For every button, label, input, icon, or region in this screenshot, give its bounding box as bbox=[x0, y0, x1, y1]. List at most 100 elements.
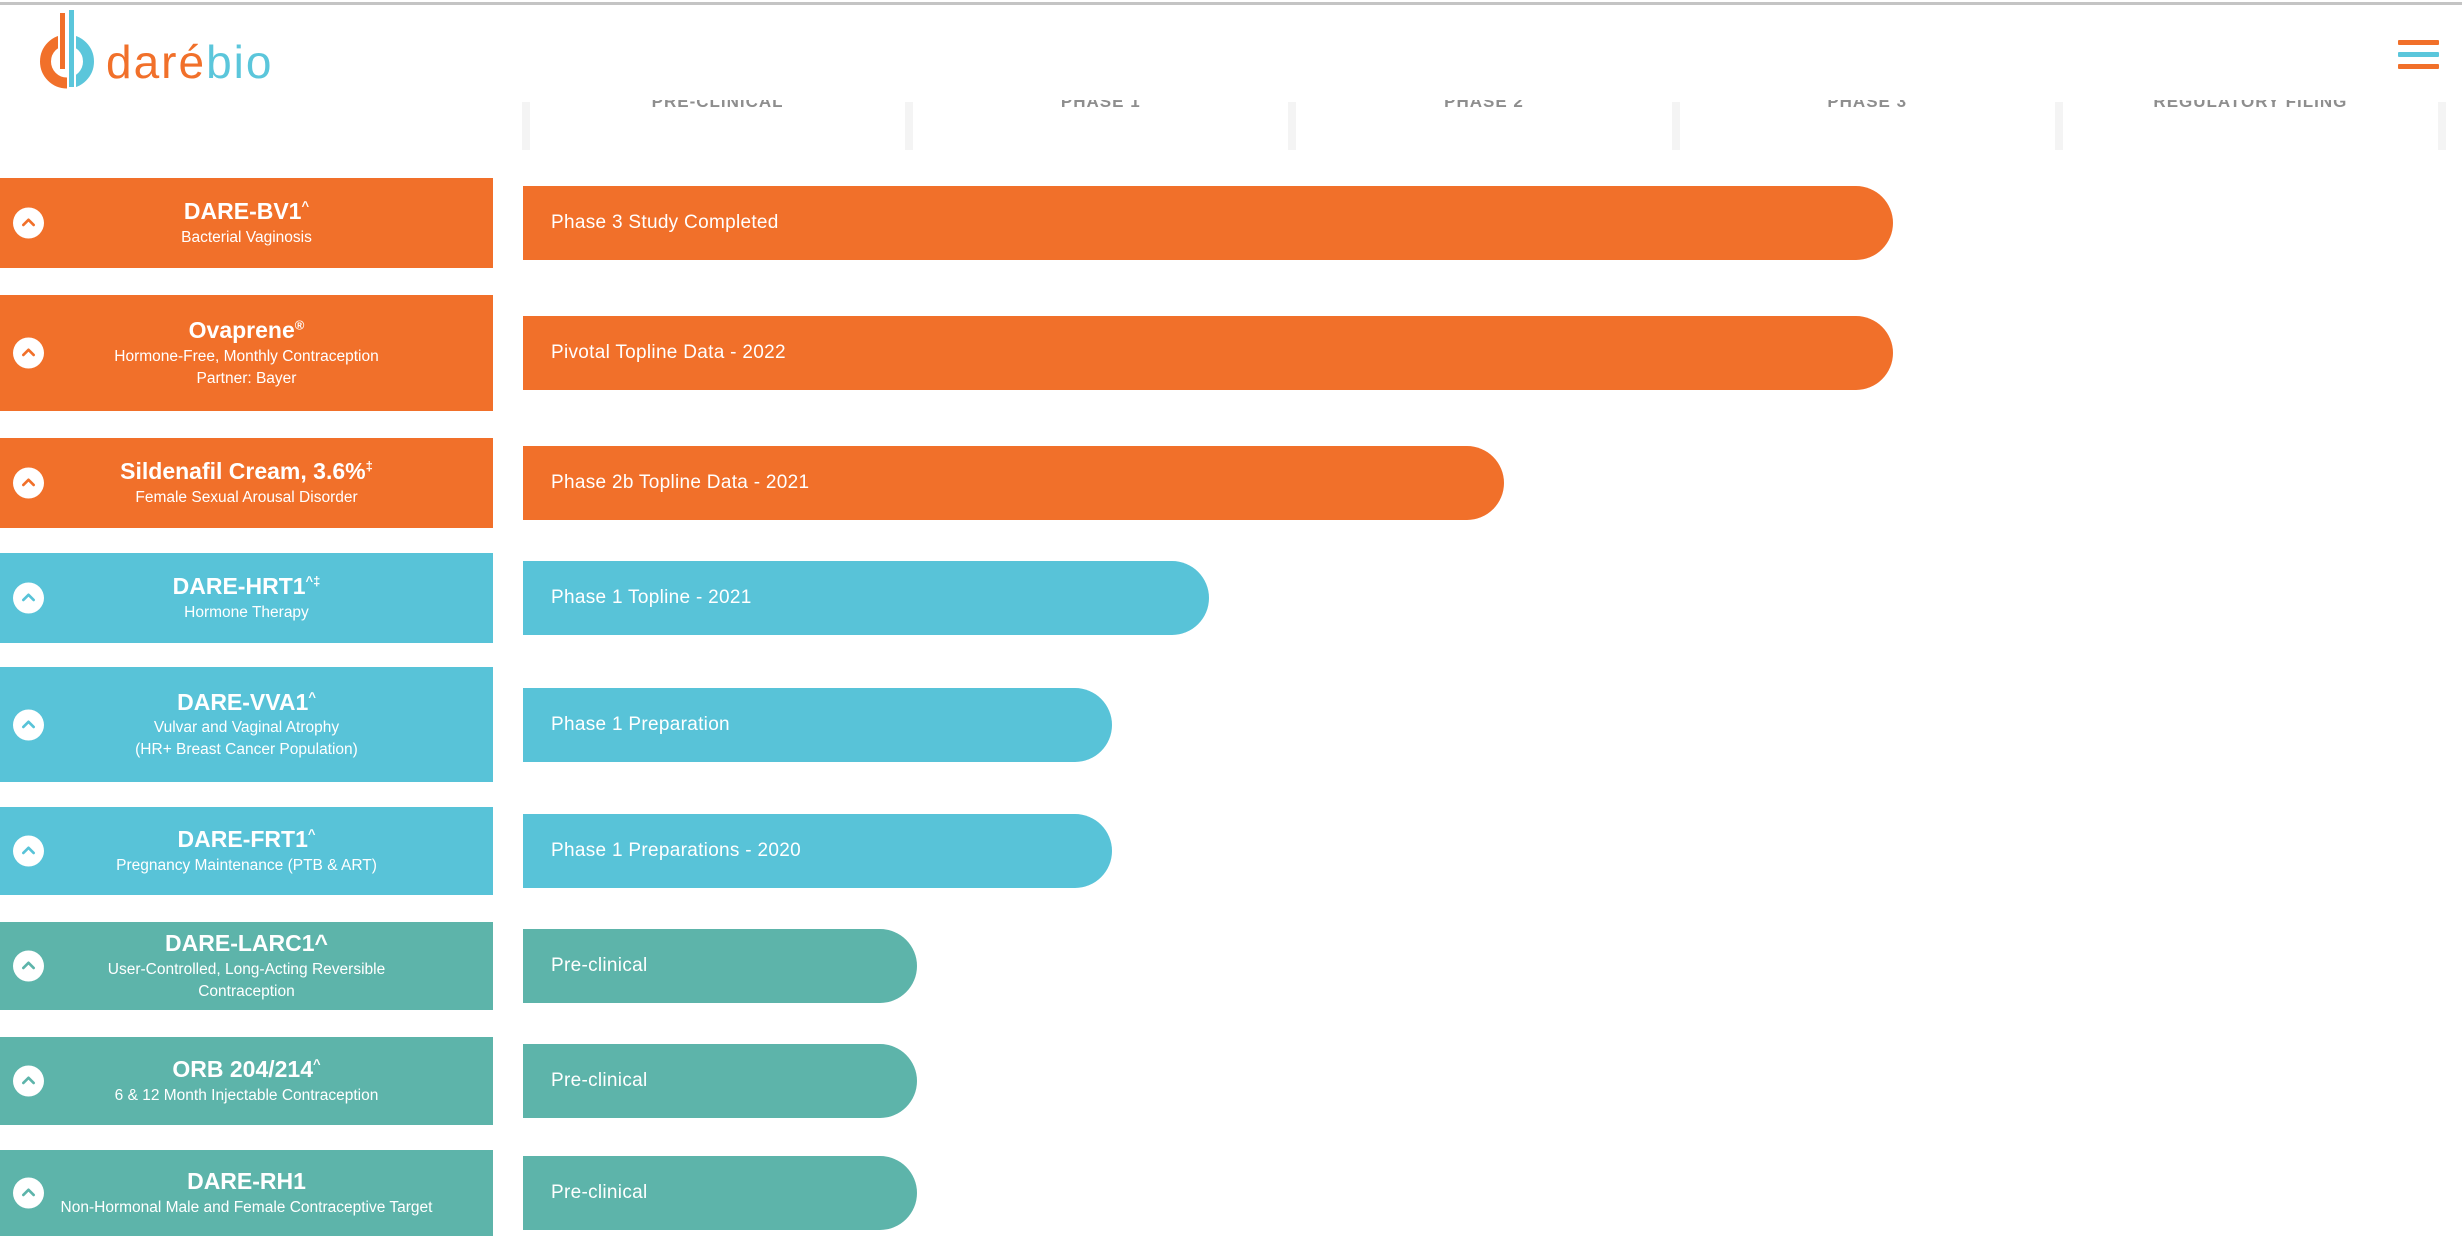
status-label: Pivotal Topline Data - 2022 bbox=[551, 342, 786, 363]
pipeline-row: DARE-HRT1^‡ Hormone Therapy Phase 1 Topl… bbox=[0, 553, 2462, 643]
column-divider bbox=[1288, 102, 1297, 150]
collapse-chevron-button[interactable] bbox=[13, 207, 44, 239]
program-panel[interactable]: DARE-LARC1^ User-Controlled, Long-Acting… bbox=[0, 922, 493, 1010]
program-text: DARE-RH1 Non-Hormonal Male and Female Co… bbox=[0, 1167, 493, 1219]
collapse-chevron-button[interactable] bbox=[13, 582, 44, 614]
status-bar: Phase 3 Study Completed bbox=[523, 186, 1893, 260]
status-label: Phase 1 Preparations - 2020 bbox=[551, 840, 801, 861]
program-panel[interactable]: Ovaprene® Hormone-Free, Monthly Contrace… bbox=[0, 295, 493, 411]
pipeline-row: DARE-VVA1^ Vulvar and Vaginal Atrophy (HR… bbox=[0, 667, 2462, 782]
program-subtitle: Bacterial Vaginosis bbox=[181, 228, 312, 246]
program-subtitle: Female Sexual Arousal Disorder bbox=[135, 488, 358, 506]
column-divider bbox=[905, 102, 914, 150]
collapse-chevron-button[interactable] bbox=[13, 337, 44, 369]
darebio-logo-icon bbox=[40, 9, 94, 91]
status-label: Pre-clinical bbox=[551, 1070, 648, 1091]
darebio-logo-wordmark: darébio bbox=[106, 36, 274, 88]
status-label: Phase 1 Topline - 2021 bbox=[551, 587, 752, 608]
status-bar: Phase 1 Preparations - 2020 bbox=[523, 814, 1112, 888]
collapse-chevron-button[interactable] bbox=[13, 950, 44, 982]
pipeline-row: DARE-LARC1^ User-Controlled, Long-Acting… bbox=[0, 922, 2462, 1010]
program-subtitles: User-Controlled, Long-Acting Reversible … bbox=[58, 959, 435, 1003]
program-text: DARE-LARC1^ User-Controlled, Long-Acting… bbox=[0, 929, 493, 1003]
status-bar: Phase 2b Topline Data - 2021 bbox=[523, 446, 1504, 520]
hamburger-bar bbox=[2398, 63, 2439, 69]
chevron-up-icon bbox=[22, 846, 35, 855]
program-name: Ovaprene® bbox=[188, 317, 305, 344]
program-panel[interactable]: DARE-FRT1^ Pregnancy Maintenance (PTB & … bbox=[0, 807, 493, 895]
chevron-up-icon bbox=[22, 348, 35, 357]
program-subtitles: 6 & 12 Month Injectable Contraception bbox=[58, 1085, 435, 1107]
program-text: DARE-FRT1^ Pregnancy Maintenance (PTB & … bbox=[0, 825, 493, 877]
chevron-up-icon bbox=[22, 1076, 35, 1085]
column-divider bbox=[2438, 102, 2446, 150]
program-panel[interactable]: ORB 204/214^ 6 & 12 Month Injectable Con… bbox=[0, 1037, 493, 1125]
program-name: DARE-RH1 bbox=[187, 1168, 306, 1195]
program-name: DARE-BV1^ bbox=[183, 198, 310, 225]
status-label: Phase 2b Topline Data - 2021 bbox=[551, 472, 810, 493]
program-text: Sildenafil Cream, 3.6%‡ Female Sexual Ar… bbox=[0, 457, 493, 509]
pipeline-row: DARE-FRT1^ Pregnancy Maintenance (PTB & … bbox=[0, 807, 2462, 895]
program-subtitle: Partner: Bayer bbox=[196, 369, 297, 387]
status-bar: Pre-clinical bbox=[523, 1044, 917, 1118]
pipeline-row: Sildenafil Cream, 3.6%‡ Female Sexual Ar… bbox=[0, 438, 2462, 528]
status-bar: Pivotal Topline Data - 2022 bbox=[523, 316, 1893, 390]
program-subtitle: User-Controlled, Long-Acting Reversible … bbox=[107, 960, 386, 1000]
top-border-rule bbox=[0, 2, 2462, 5]
status-bar: Pre-clinical bbox=[523, 929, 917, 1003]
program-panel[interactable]: DARE-HRT1^‡ Hormone Therapy bbox=[0, 553, 493, 643]
hamburger-menu-icon[interactable] bbox=[2398, 39, 2439, 69]
program-subtitles: Female Sexual Arousal Disorder bbox=[58, 487, 435, 509]
program-subtitle: Hormone-Free, Monthly Contraception bbox=[114, 347, 379, 365]
pipeline-row: Ovaprene® Hormone-Free, Monthly Contrace… bbox=[0, 295, 2462, 411]
program-name: DARE-VVA1^ bbox=[177, 688, 316, 715]
program-subtitles: Vulvar and Vaginal Atrophy (HR+ Breast Ca… bbox=[58, 717, 435, 761]
site-header: darébio bbox=[0, 0, 2462, 100]
program-subtitles: Hormone-Free, Monthly Contraception Partn… bbox=[58, 346, 435, 390]
program-name: DARE-LARC1^ bbox=[165, 930, 328, 957]
status-label: Phase 3 Study Completed bbox=[551, 212, 779, 233]
program-subtitle: Hormone Therapy bbox=[184, 603, 309, 621]
status-label: Phase 1 Preparation bbox=[551, 713, 730, 735]
collapse-chevron-button[interactable] bbox=[13, 467, 44, 499]
program-subtitle: (HR+ Breast Cancer Population) bbox=[135, 741, 358, 759]
status-bar: Phase 1 Preparation bbox=[523, 687, 1112, 762]
program-text: Ovaprene® Hormone-Free, Monthly Contrace… bbox=[0, 316, 493, 390]
collapse-chevron-button[interactable] bbox=[13, 709, 44, 740]
chevron-up-icon bbox=[22, 593, 35, 602]
program-panel[interactable]: DARE-BV1^ Bacterial Vaginosis bbox=[0, 178, 493, 268]
program-subtitles: Pregnancy Maintenance (PTB & ART) bbox=[58, 855, 435, 877]
program-subtitle: Non-Hormonal Male and Female Contracepti… bbox=[60, 1198, 433, 1216]
status-bar: Pre-clinical bbox=[523, 1156, 917, 1230]
chevron-up-icon bbox=[22, 719, 35, 728]
darebio-logo-link[interactable]: darébio bbox=[40, 9, 273, 91]
column-divider bbox=[522, 102, 530, 150]
collapse-chevron-button[interactable] bbox=[13, 1177, 44, 1209]
chevron-up-icon bbox=[22, 218, 35, 227]
pipeline-row: DARE-BV1^ Bacterial Vaginosis Phase 3 St… bbox=[0, 178, 2462, 268]
program-text: ORB 204/214^ 6 & 12 Month Injectable Con… bbox=[0, 1055, 493, 1107]
program-subtitles: Non-Hormonal Male and Female Contracepti… bbox=[58, 1197, 435, 1219]
collapse-chevron-button[interactable] bbox=[13, 1065, 44, 1097]
chevron-up-icon bbox=[22, 1188, 35, 1197]
status-label: Pre-clinical bbox=[551, 955, 648, 976]
program-subtitle: Vulvar and Vaginal Atrophy bbox=[153, 719, 340, 737]
program-text: DARE-BV1^ Bacterial Vaginosis bbox=[0, 197, 493, 249]
program-subtitles: Hormone Therapy bbox=[58, 602, 435, 624]
program-name: ORB 204/214^ bbox=[172, 1056, 321, 1083]
program-subtitles: Bacterial Vaginosis bbox=[58, 227, 435, 249]
program-subtitle: 6 & 12 Month Injectable Contraception bbox=[114, 1086, 379, 1104]
program-name: Sildenafil Cream, 3.6%‡ bbox=[120, 458, 373, 485]
chevron-up-icon bbox=[22, 961, 35, 970]
program-name: DARE-FRT1^ bbox=[177, 826, 316, 853]
program-panel[interactable]: DARE-RH1 Non-Hormonal Male and Female Co… bbox=[0, 1150, 493, 1236]
program-panel[interactable]: DARE-VVA1^ Vulvar and Vaginal Atrophy (HR… bbox=[0, 667, 493, 782]
program-text: DARE-HRT1^‡ Hormone Therapy bbox=[0, 572, 493, 624]
collapse-chevron-button[interactable] bbox=[13, 835, 44, 867]
status-bar: Phase 1 Topline - 2021 bbox=[523, 561, 1209, 635]
program-name: DARE-HRT1^‡ bbox=[172, 573, 321, 600]
column-divider bbox=[1671, 102, 1680, 150]
hamburger-bar bbox=[2398, 39, 2439, 45]
program-panel[interactable]: Sildenafil Cream, 3.6%‡ Female Sexual Ar… bbox=[0, 438, 493, 528]
